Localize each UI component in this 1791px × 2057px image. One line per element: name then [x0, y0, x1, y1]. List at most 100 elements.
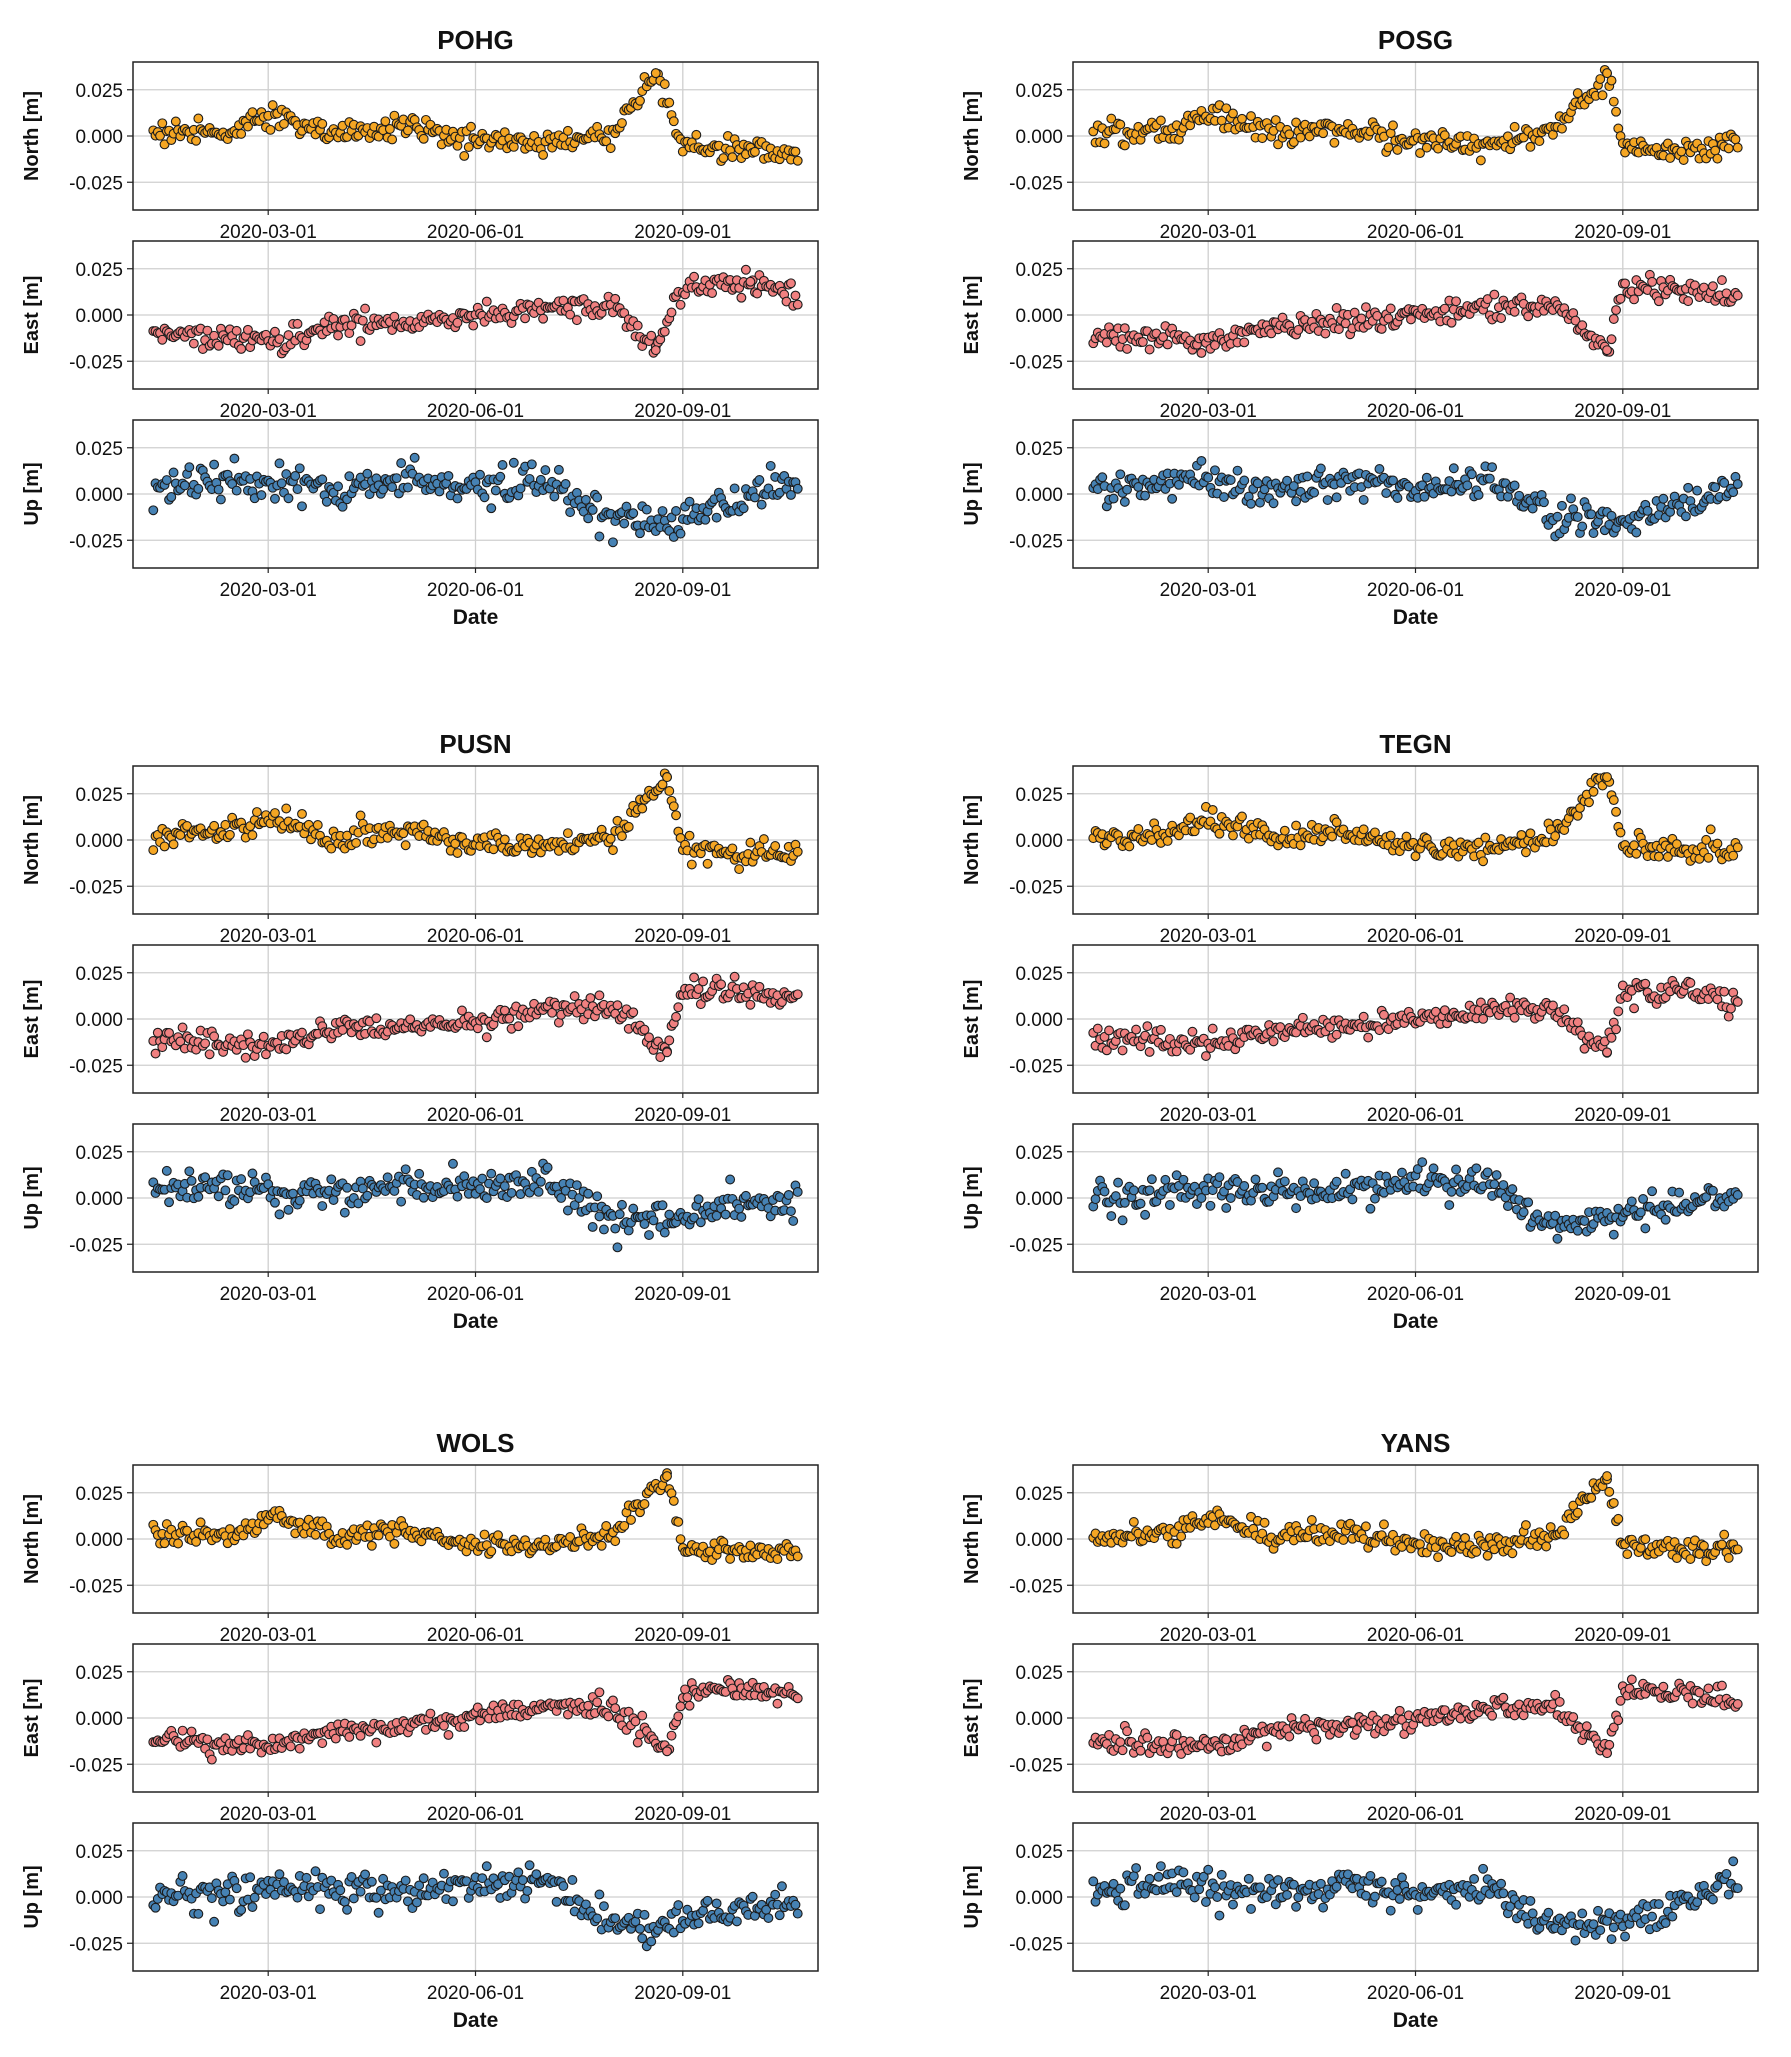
data-point: [605, 833, 616, 844]
data-point: [1135, 1745, 1146, 1756]
data-point: [400, 1164, 411, 1175]
data-point: [1225, 475, 1236, 485]
data-point: [344, 1732, 355, 1742]
data-point: [662, 1746, 672, 1757]
data-point: [1692, 485, 1703, 496]
data-point: [772, 1698, 783, 1709]
data-point: [499, 1005, 510, 1016]
data-point: [792, 1187, 803, 1197]
data-point: [635, 95, 645, 106]
data-point: [594, 1211, 605, 1222]
data-point: [448, 1158, 458, 1169]
data-point: [1559, 1529, 1570, 1540]
x-tick-label: 2020-06-01: [427, 1105, 524, 1126]
data-point: [1577, 320, 1588, 331]
data-point: [644, 1032, 654, 1043]
data-point: [360, 303, 371, 314]
data-point: [326, 843, 337, 854]
data-point: [177, 1725, 188, 1736]
data-point: [612, 1242, 623, 1253]
data-point: [1726, 1003, 1736, 1014]
data-point: [310, 1529, 321, 1540]
y-tick-label: 0.000: [75, 306, 123, 327]
y-axis-label: Up [m]: [961, 1166, 983, 1229]
data-point: [1602, 772, 1612, 783]
data-point: [594, 1687, 605, 1698]
data-point: [583, 513, 594, 524]
data-point: [1419, 491, 1430, 502]
data-point: [1631, 848, 1642, 859]
data-point: [1613, 1513, 1624, 1524]
station-title: YANS: [1381, 1428, 1451, 1458]
data-point: [344, 471, 355, 482]
data-point: [1723, 1553, 1734, 1563]
data-point: [1113, 1177, 1124, 1188]
data-point: [1608, 1497, 1619, 1508]
data-point: [598, 1901, 609, 1912]
data-point: [270, 808, 280, 818]
y-tick-label: -0.025: [1009, 531, 1063, 552]
data-point: [1119, 496, 1130, 507]
x-tick-label: 2020-09-01: [634, 926, 731, 947]
data-point: [191, 135, 202, 146]
y-axis-label: East [m]: [961, 276, 983, 355]
station-title: POHG: [437, 25, 514, 55]
data-point: [1732, 142, 1743, 153]
data-point: [1291, 820, 1302, 831]
data-point: [333, 481, 343, 492]
data-point: [231, 1883, 242, 1894]
data-point: [1239, 337, 1250, 348]
data-point: [274, 1209, 285, 1220]
data-point: [351, 837, 362, 848]
data-point: [786, 278, 796, 289]
y-tick-label: 0.000: [75, 1189, 123, 1210]
data-point: [637, 1933, 648, 1944]
x-tick-label: 2020-06-01: [427, 401, 524, 422]
data-point: [1728, 850, 1739, 861]
data-point: [1124, 841, 1135, 852]
data-point: [673, 1002, 684, 1013]
data-point: [542, 1162, 553, 1173]
data-point: [517, 1875, 528, 1886]
y-tick-label: 0.000: [75, 127, 123, 148]
data-point: [342, 1904, 353, 1915]
data-point: [1541, 1541, 1552, 1552]
data-point: [1187, 1026, 1198, 1037]
data-point: [1602, 1471, 1612, 1482]
data-point: [792, 989, 803, 1000]
x-tick-label: 2020-06-01: [427, 1804, 524, 1825]
data-point: [1719, 1529, 1730, 1540]
data-point: [1221, 1202, 1232, 1213]
station-title: PUSN: [439, 729, 511, 759]
data-point: [148, 505, 159, 516]
data-point: [1471, 1163, 1482, 1174]
x-tick-label: 2020-09-01: [1574, 1105, 1671, 1126]
data-point: [1117, 1745, 1128, 1756]
data-point: [1602, 68, 1612, 79]
data-point: [693, 1918, 704, 1929]
data-point: [749, 492, 760, 503]
data-point: [592, 1913, 603, 1924]
y-tick-label: 0.000: [1015, 1010, 1063, 1031]
data-point: [1640, 1223, 1651, 1234]
data-point: [1606, 75, 1617, 86]
data-point: [513, 1021, 524, 1032]
data-point: [1572, 1017, 1583, 1028]
data-point: [1200, 1051, 1211, 1062]
data-point: [279, 118, 289, 129]
x-tick-label: 2020-03-01: [1160, 1284, 1257, 1305]
data-point: [258, 1031, 269, 1042]
data-point: [792, 483, 803, 494]
data-point: [1273, 139, 1283, 150]
data-point: [418, 1873, 429, 1884]
data-point: [1099, 138, 1110, 149]
x-tick-label: 2020-03-01: [1160, 926, 1257, 947]
data-point: [684, 1700, 695, 1711]
data-point: [168, 467, 179, 478]
x-tick-label: 2020-06-01: [427, 222, 524, 243]
